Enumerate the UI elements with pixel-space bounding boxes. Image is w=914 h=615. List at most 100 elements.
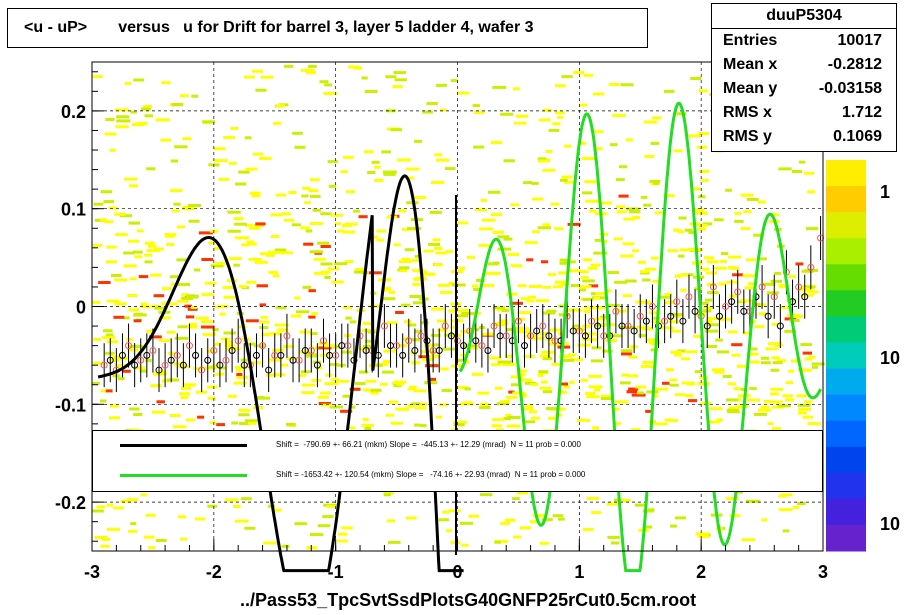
heat-cell	[434, 263, 443, 267]
heat-cell	[548, 416, 559, 420]
heat-cell	[144, 260, 153, 264]
colorbar-band	[826, 368, 866, 396]
heat-cell	[123, 251, 135, 255]
heat-cell	[146, 249, 161, 252]
heat-cell	[660, 295, 670, 299]
red-profile-point	[539, 322, 547, 330]
black-profile-point	[703, 322, 711, 330]
heat-cell	[174, 145, 188, 149]
heat-cell	[531, 416, 540, 420]
heat-cell	[381, 297, 396, 301]
heat-cell	[171, 302, 178, 306]
fit-legend: Shift = -790.69 +- 66.21 (mkm) Slope = -…	[92, 430, 823, 492]
heat-cell	[161, 81, 171, 85]
heat-cell	[804, 285, 816, 289]
heat-cell	[190, 306, 197, 309]
heat-cell	[711, 368, 725, 372]
heat-cell	[772, 427, 781, 431]
heat-cell	[561, 175, 573, 179]
heat-cell	[413, 389, 427, 393]
heat-cell	[650, 141, 660, 145]
heat-cell	[639, 301, 652, 304]
heat-cell	[259, 303, 266, 307]
heat-cell	[558, 304, 565, 308]
heat-cell	[402, 337, 410, 341]
heat-cell	[788, 369, 795, 373]
heat-cell	[585, 199, 599, 203]
heat-cell	[517, 284, 527, 288]
heat-cell	[409, 385, 417, 389]
heat-cell	[673, 149, 683, 153]
heat-cell	[244, 136, 252, 140]
heat-cell	[323, 92, 338, 95]
heat-cell	[166, 243, 175, 247]
heat-cell	[309, 222, 324, 225]
heat-cell	[413, 277, 427, 281]
heat-cell	[615, 400, 629, 404]
heat-cell	[578, 285, 592, 289]
heat-cell	[705, 298, 713, 302]
heat-cell	[560, 382, 568, 386]
heat-cell	[793, 315, 803, 318]
heat-cell	[309, 533, 324, 537]
heat-cell	[703, 306, 713, 310]
heat-cell	[177, 515, 186, 519]
heat-cell	[570, 358, 584, 362]
heat-cell	[154, 247, 164, 251]
black-profile-point	[435, 347, 443, 355]
heat-cell	[714, 370, 725, 374]
heat-cell	[279, 251, 293, 255]
black-profile-point	[192, 351, 200, 359]
heat-cell	[508, 390, 515, 394]
heat-cell	[506, 292, 518, 296]
heat-cell	[406, 516, 417, 520]
heat-cell	[106, 299, 120, 303]
red-profile-point	[137, 356, 145, 364]
heat-cell	[267, 250, 281, 254]
heat-cell	[301, 194, 309, 198]
heat-cell	[171, 103, 183, 106]
heat-cell	[770, 213, 780, 217]
heat-cell	[227, 210, 241, 214]
heat-cell	[718, 282, 727, 286]
heat-cell	[223, 295, 236, 299]
heat-cell	[726, 280, 738, 284]
stats-row: Mean y -0.03158	[712, 77, 896, 101]
heat-cell	[784, 317, 797, 321]
heat-cell	[637, 260, 646, 264]
heat-cell	[411, 361, 418, 365]
heat-cell	[169, 189, 183, 193]
heat-cell	[280, 363, 288, 367]
heat-cell	[216, 423, 225, 427]
heat-cell	[166, 330, 176, 334]
heat-cell	[159, 118, 170, 122]
heat-cell	[588, 284, 599, 288]
heat-cell	[441, 389, 452, 392]
heat-cell	[102, 335, 116, 339]
heat-cell	[398, 209, 407, 213]
heat-cell	[177, 283, 190, 286]
heat-cell	[699, 169, 710, 173]
colorbar-band	[826, 160, 866, 187]
black-profile-point	[411, 347, 419, 355]
heat-cell	[158, 339, 171, 342]
heat-cell	[559, 258, 568, 262]
heat-cell	[499, 319, 508, 323]
heat-cell	[210, 264, 224, 268]
heat-cell	[343, 155, 354, 159]
black-profile-point	[362, 347, 370, 355]
heat-cell	[612, 113, 626, 117]
heat-cell	[266, 253, 275, 257]
heat-cell	[523, 420, 536, 424]
heat-cell	[539, 118, 551, 122]
black-profile-point	[740, 307, 748, 315]
heat-cell	[302, 285, 312, 289]
heat-cell	[600, 397, 613, 400]
black-profile-point	[545, 332, 553, 340]
heat-cell	[664, 89, 675, 93]
heat-cell	[308, 315, 316, 319]
heat-cell	[426, 102, 438, 105]
heat-cell	[127, 294, 138, 297]
heat-cell	[368, 271, 382, 275]
heat-cell	[708, 420, 721, 424]
